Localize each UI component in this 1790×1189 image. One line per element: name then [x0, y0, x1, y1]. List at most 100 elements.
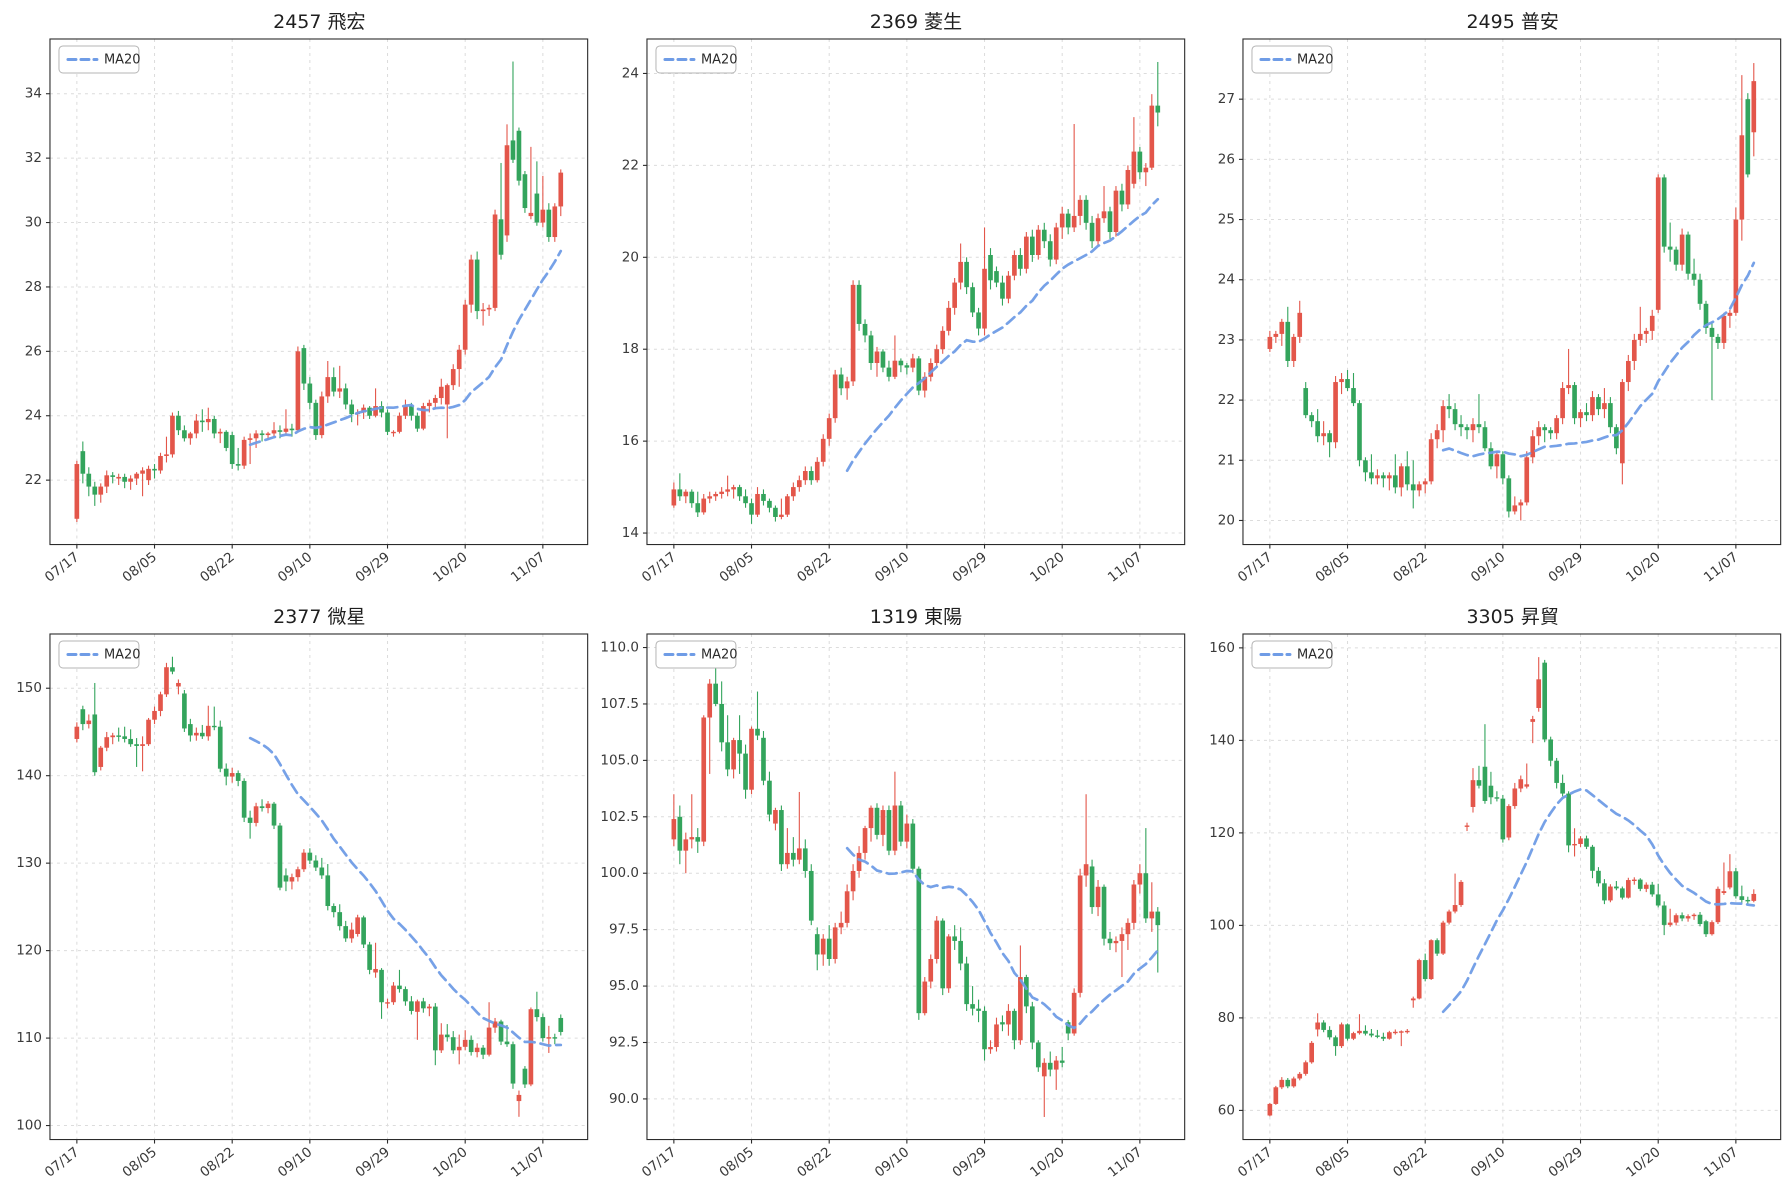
candle	[993, 1023, 999, 1047]
legend-label: MA20	[104, 647, 141, 662]
x-tick-label: 08/22	[794, 549, 834, 586]
candle	[730, 487, 736, 490]
candle	[1023, 236, 1029, 269]
candle	[1267, 1103, 1273, 1115]
y-tick-label: 92.5	[609, 1034, 639, 1050]
candle	[1369, 472, 1375, 479]
candle	[766, 500, 772, 508]
candle	[1620, 887, 1626, 898]
candle	[910, 823, 915, 869]
candle	[1745, 99, 1751, 175]
candle	[1435, 430, 1440, 440]
candle	[438, 1034, 444, 1050]
candle	[1303, 1061, 1309, 1074]
candle	[1113, 940, 1118, 943]
candle	[98, 747, 104, 767]
candle	[379, 969, 384, 1002]
x-tick-label: 11/07	[508, 549, 548, 586]
ma20-line	[1442, 787, 1756, 1013]
candle	[474, 259, 480, 312]
x-tick-label: 08/22	[197, 1144, 237, 1181]
candle	[223, 768, 229, 777]
candle	[391, 431, 396, 434]
ma20-line	[845, 846, 1159, 1029]
candles-group	[74, 656, 564, 1117]
x-tick-label: 07/17	[1235, 549, 1275, 586]
candle	[492, 214, 498, 308]
candle	[928, 363, 933, 377]
candle	[558, 172, 564, 207]
candle	[1745, 899, 1751, 901]
chart-title-2495: 2495 普安	[1466, 11, 1559, 33]
candle	[462, 1039, 468, 1047]
candle	[689, 491, 694, 504]
candle	[1435, 939, 1440, 954]
candle	[904, 365, 909, 368]
candle	[1727, 312, 1733, 316]
candle	[1638, 879, 1643, 889]
candle	[934, 920, 939, 959]
candle	[259, 433, 265, 436]
candle	[1011, 1010, 1017, 1040]
candle	[1405, 1030, 1410, 1032]
x-tick-label: 10/20	[430, 1144, 470, 1181]
candle	[1733, 219, 1739, 313]
candle	[1709, 921, 1715, 934]
subplot-2377-msi: 2377 微星 100 110 120 130 140 150 07/17 08/05 08/2…	[0, 595, 597, 1189]
candle	[444, 1034, 450, 1037]
y-tick-label: 21	[1218, 452, 1235, 468]
candle	[1709, 327, 1715, 337]
candle	[826, 418, 832, 439]
candle	[677, 816, 682, 851]
x-tick-label: 09/10	[275, 1144, 315, 1181]
candle	[80, 451, 86, 474]
candle	[450, 1036, 456, 1050]
candle	[307, 852, 313, 861]
y-tick-label: 140	[16, 767, 42, 783]
candle	[892, 360, 897, 377]
gridlines	[49, 38, 588, 545]
candle	[235, 464, 241, 466]
candle	[421, 1000, 426, 1008]
candle	[403, 988, 408, 1001]
candle	[170, 415, 175, 455]
candle	[1089, 865, 1095, 907]
candle	[325, 377, 331, 397]
chart-title-2457: 2457 飛宏	[273, 11, 366, 33]
candle	[790, 487, 796, 497]
candle	[552, 1036, 558, 1039]
y-tick-label: 34	[25, 86, 42, 102]
candle	[86, 720, 92, 724]
candle	[1494, 454, 1500, 467]
candle	[1638, 333, 1643, 340]
axes: 20 21 22 23 24 25 26 27 07/17 08/05 08/22 09/10 09/2…	[1218, 38, 1782, 586]
x-tick-label: 07/17	[42, 1144, 82, 1181]
candle	[754, 493, 760, 515]
candle	[397, 985, 402, 989]
candle	[772, 507, 778, 517]
candle	[468, 1039, 474, 1052]
candles-group	[1267, 656, 1757, 1116]
candle	[850, 870, 856, 891]
candle	[760, 493, 766, 501]
candle	[373, 406, 378, 416]
candle	[1459, 881, 1464, 905]
x-tick-label: 09/10	[275, 549, 315, 586]
candle	[1285, 1079, 1291, 1086]
candle	[898, 360, 903, 366]
y-tick-label: 22	[621, 157, 638, 173]
candle	[516, 1094, 522, 1101]
candle	[1119, 190, 1124, 205]
candle	[760, 737, 766, 781]
candle	[1644, 330, 1649, 334]
candle	[1053, 1060, 1059, 1070]
candle	[916, 358, 921, 391]
candle	[718, 703, 724, 742]
candle	[1137, 872, 1142, 885]
candle	[1698, 279, 1703, 304]
candle	[116, 476, 122, 479]
candle	[307, 383, 313, 403]
candle	[1017, 976, 1023, 1040]
candle	[1656, 893, 1661, 906]
candle	[1488, 785, 1494, 797]
